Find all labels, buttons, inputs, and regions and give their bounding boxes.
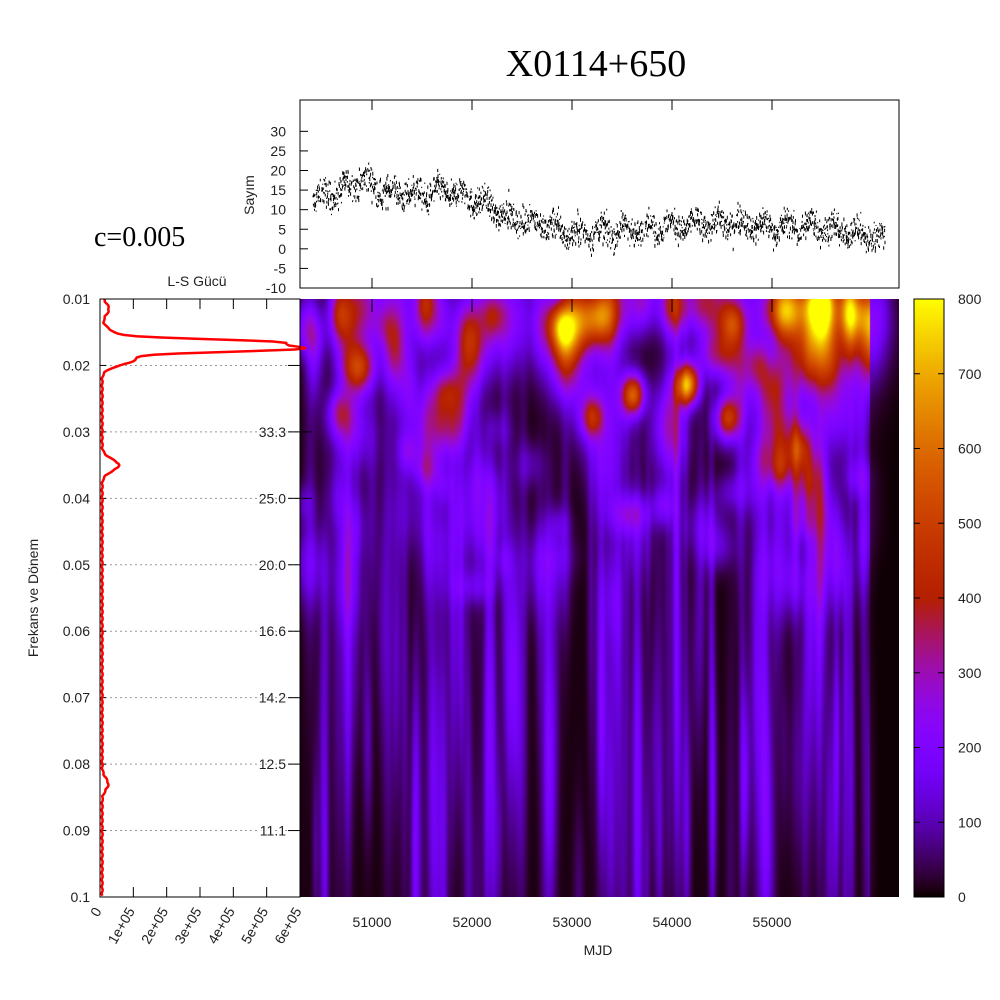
- colorbar-tick-label: 700: [958, 366, 982, 382]
- y-tick-label: 0: [278, 241, 286, 257]
- light-curve-ylabel: Sayım: [241, 175, 257, 215]
- y-tick-label: 0.02: [63, 357, 90, 373]
- period-label: 25.0: [259, 490, 286, 506]
- y-tick-label: 0.04: [63, 490, 90, 506]
- colorbar-axes: 0 100 200 300 400 500 600 700 800: [913, 291, 982, 905]
- wavelet-heatmap: [300, 299, 899, 897]
- y-tick-label: 30: [270, 123, 286, 139]
- y-tick-label: 0.09: [63, 823, 90, 839]
- y-tick-label: -10: [266, 280, 286, 296]
- light-curve-points: [312, 162, 886, 257]
- colorbar-tick-label: 0: [958, 889, 966, 905]
- ls-ylabel: Frekans ve Dönem: [25, 539, 41, 657]
- x-tick-label: 6e+05: [271, 904, 305, 946]
- light-curve-panel: -10 -5 0 5 10 15 20 25 30: [266, 99, 900, 296]
- light-curve-frame: [299, 99, 900, 289]
- colorbar-tick-label: 800: [958, 291, 982, 307]
- ls-frame: [99, 298, 301, 898]
- x-tick-label: 53000: [553, 914, 592, 930]
- x-tick-label: 5e+05: [238, 904, 272, 946]
- x-tick-label: 3e+05: [171, 904, 205, 946]
- period-label: 33.3: [259, 424, 286, 440]
- colorbar-tick-label: 600: [958, 441, 982, 457]
- heatmap-xlabel: MJD: [584, 942, 613, 958]
- colorbar-tick-label: 200: [958, 740, 982, 756]
- colorbar-tick-label: 100: [958, 814, 982, 830]
- y-tick-label: 5: [278, 221, 286, 237]
- x-tick-label: 55000: [753, 914, 792, 930]
- y-tick-label: 0.08: [63, 756, 90, 772]
- chart-title: X0114+650: [506, 43, 686, 85]
- y-tick-label: 10: [270, 202, 286, 218]
- y-tick-label: 0.03: [63, 424, 90, 440]
- y-tick-label: 0.1: [71, 889, 91, 905]
- x-tick-label: 51000: [353, 914, 392, 930]
- ls-panel: 0.01 0.02 0.03 0.04 0.05 0.06 0.07 0.08 0.09 0.1 3…: [63, 291, 307, 947]
- colorbar-tick-label: 400: [958, 590, 982, 606]
- period-label: 14.2: [259, 690, 286, 706]
- period-label: 16.6: [259, 623, 286, 639]
- heatmap-axes: 51000 52000 53000 54000 55000: [300, 299, 792, 930]
- ls-panel-title: L-S Gücü: [167, 273, 226, 289]
- period-label: 12.5: [259, 756, 286, 772]
- period-label: 11.1: [260, 823, 286, 839]
- y-tick-label: 15: [270, 182, 286, 198]
- colorbar-tick-label: 500: [958, 515, 982, 531]
- y-tick-label: 0.07: [63, 690, 90, 706]
- x-tick-label: 54000: [653, 914, 692, 930]
- y-tick-label: 0.01: [63, 291, 90, 307]
- annotation-c: c=0.005: [94, 222, 185, 253]
- ls-power-curve: [99, 298, 307, 897]
- y-tick-label: 25: [270, 143, 286, 159]
- x-tick-label: 52000: [453, 914, 492, 930]
- x-tick-label: 2e+05: [138, 904, 172, 946]
- colorbar-tick-label: 300: [958, 665, 982, 681]
- period-label: 20.0: [259, 557, 286, 573]
- y-tick-label: 0.06: [63, 623, 90, 639]
- y-tick-label: 20: [270, 163, 286, 179]
- y-tick-label: 0.05: [63, 557, 90, 573]
- y-tick-label: -5: [274, 260, 287, 276]
- x-tick-label: 4e+05: [204, 904, 238, 946]
- x-tick-label: 1e+05: [104, 904, 138, 946]
- x-tick-label: 0: [87, 904, 105, 919]
